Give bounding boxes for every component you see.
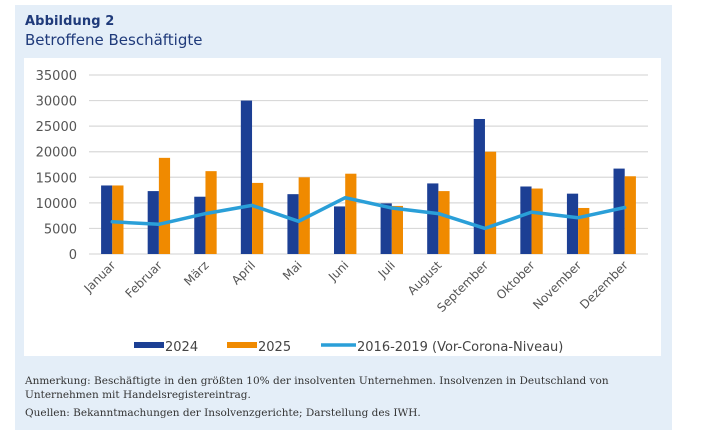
x-tick-label: April [229,258,258,287]
bar-2025 [578,207,590,254]
bar-2024 [194,196,206,254]
bar-2025 [112,185,124,254]
bar-2024 [334,206,346,254]
y-tick-label: 10000 [36,197,77,212]
legend: 2024 2025 2016-2019 (Vor-Corona-Niveau) [134,340,563,355]
y-tick-label: 15000 [36,171,77,186]
legend-label: 2024 [165,340,198,355]
y-tick-label: 0 [69,248,77,263]
legend-item: 2025 [227,340,291,355]
x-tick-label: August [405,258,445,298]
bar-2024 [427,183,439,254]
x-tick-label: Oktober [494,258,538,302]
y-axis-ticks: 0 5000 10000 15000 20000 25000 30000 35000 [36,69,77,263]
bar-2025 [345,173,357,254]
y-tick-label: 25000 [36,120,77,135]
legend-item: 2016-2019 (Vor-Corona-Niveau) [321,340,563,355]
bar-2024 [613,168,625,254]
figure-label: Abbildung 2 [25,14,115,29]
bar-2025 [298,177,310,254]
bar-line-chart: 0 5000 10000 15000 20000 25000 30000 35000 Janu… [36,69,648,355]
bar-2025 [624,176,636,254]
bar-2024 [240,100,253,254]
legend-swatch [134,342,164,348]
chart-area: 0 5000 10000 15000 20000 25000 30000 35000 Janu… [24,58,661,356]
note-anmerkung: Anmerkung: Beschäftigte in den größten 1… [25,375,609,401]
line-series-vor-corona [110,195,627,231]
bar-2025 [484,151,497,254]
x-tick-label: März [181,258,211,288]
bar-2024 [566,193,579,254]
x-tick-label: Juli [375,258,398,281]
bar-2024 [473,118,485,255]
bar-2024 [101,185,113,254]
y-tick-label: 20000 [36,146,77,161]
legend-item: 2024 [134,340,198,355]
bar-2025 [531,188,543,254]
bar-2025 [252,182,264,254]
y-tick-label: 5000 [44,222,77,237]
y-tick-label: 30000 [36,95,77,110]
x-tick-label: Juni [325,258,351,284]
x-tick-label: Februar [123,258,166,301]
x-tick-label: Dezember [577,258,631,312]
bar-2024 [380,203,392,254]
x-axis-ticks: Januar Februar März April Mai Juni Juli AugustS… [81,258,631,315]
bar-2024 [520,186,532,254]
x-tick-label: Mai [280,258,305,283]
figure-notes: Anmerkung: Beschäftigte in den größten 1… [25,374,665,424]
legend-swatch [227,342,257,348]
bar-2025 [158,157,171,254]
figure-title: Betroffene Beschäftigte [25,31,203,49]
x-tick-label: Januar [81,258,119,296]
grid-layer [89,74,648,255]
bar-2025 [391,205,403,254]
x-tick-label: November [530,258,584,312]
bar-2024 [287,194,299,254]
y-tick-label: 35000 [36,69,77,84]
bar-2025 [438,191,450,254]
figure-panel: Abbildung 2 Betroffene Beschäftigte 0 500… [15,5,672,430]
legend-label: 2025 [258,340,291,355]
legend-label: 2016-2019 (Vor-Corona-Niveau) [357,340,563,355]
line-layer [110,195,627,231]
note-quellen: Quellen: Bekanntmachungen der Insolvenzg… [25,407,421,419]
